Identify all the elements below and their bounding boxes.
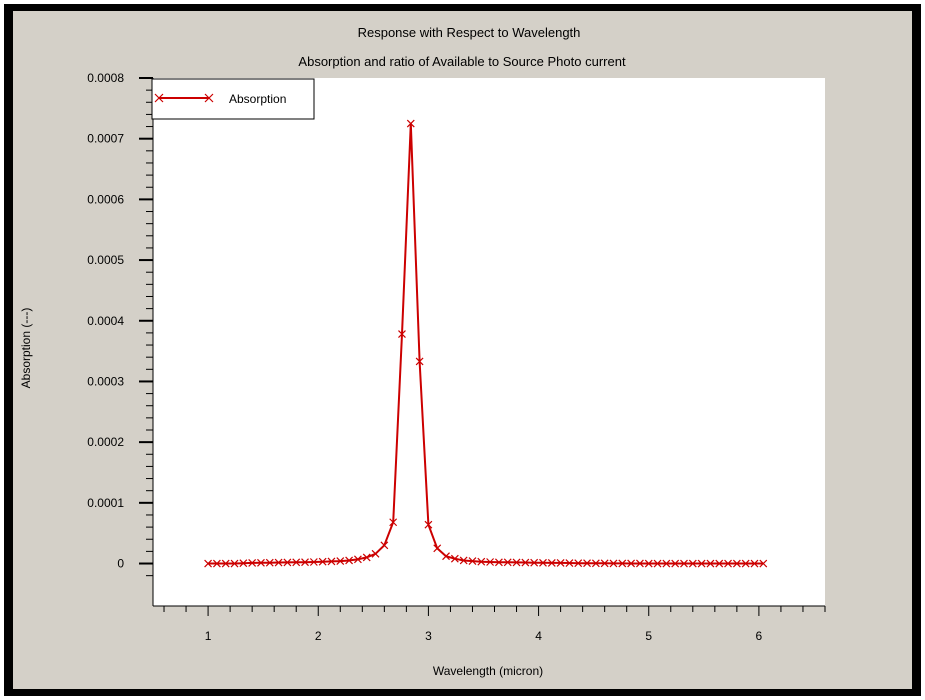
data-point <box>688 559 697 568</box>
x-tick-label: 5 <box>645 629 652 643</box>
data-point <box>547 558 556 567</box>
y-tick-label: 0.0008 <box>87 71 124 85</box>
data-point <box>530 558 539 567</box>
y-tick-label: 0 <box>117 557 124 571</box>
data-point <box>574 559 583 568</box>
data-point <box>433 544 442 553</box>
y-ticks: 0 0.0001 0.0002 0.0003 0.0004 0.0005 0.0006 0.0… <box>87 71 153 577</box>
data-point <box>741 559 750 568</box>
data-point <box>706 559 715 568</box>
legend-marker-right <box>204 93 214 103</box>
data-point <box>204 559 213 568</box>
y-tick-label: 0.0004 <box>87 314 124 328</box>
data-point <box>724 559 732 568</box>
data-point <box>583 559 591 568</box>
x-tick-label: 1 <box>205 629 212 643</box>
data-point <box>239 559 248 568</box>
data-point <box>309 558 318 566</box>
x-tick-label: 6 <box>756 629 763 643</box>
data-point <box>556 558 565 567</box>
plot-area <box>153 78 825 606</box>
data-point <box>591 559 600 568</box>
data-point <box>459 556 468 565</box>
data-point <box>512 558 521 567</box>
y-tick-label: 0.0007 <box>87 132 124 146</box>
data-point <box>600 559 609 568</box>
data-point <box>327 557 336 566</box>
data-point <box>636 559 644 568</box>
data-point <box>450 554 459 563</box>
chart-subtitle: Absorption and ratio of Available to Sou… <box>298 54 626 69</box>
series-absorption <box>204 119 768 568</box>
data-point <box>257 558 265 567</box>
data-point <box>415 357 424 366</box>
data-point <box>521 558 530 567</box>
y-tick-label: 0.0001 <box>87 496 124 510</box>
legend-label-absorption: Absorption <box>229 92 286 106</box>
data-point <box>212 559 221 568</box>
data-point <box>230 559 239 568</box>
data-point <box>644 559 653 568</box>
data-point <box>221 559 230 568</box>
data-point <box>750 559 759 568</box>
y-tick-label: 0.0005 <box>87 253 124 267</box>
data-point <box>618 559 627 568</box>
data-point <box>715 559 724 568</box>
y-axis-label: Absorption (---) <box>19 308 33 389</box>
data-point <box>442 552 450 561</box>
data-point <box>627 559 636 568</box>
data-point <box>353 555 362 564</box>
data-point <box>565 559 574 567</box>
y-tick-label: 0.0002 <box>87 435 124 449</box>
data-point <box>292 558 301 567</box>
y-tick-label: 0.0003 <box>87 374 124 388</box>
x-tick-label: 2 <box>315 629 322 643</box>
data-point <box>486 558 495 566</box>
data-point <box>609 559 618 568</box>
data-point <box>424 520 433 529</box>
data-point <box>477 557 486 566</box>
x-axis-label: Wavelength (micron) <box>433 664 543 678</box>
legend: Absorption <box>151 78 315 120</box>
data-point <box>732 559 741 568</box>
data-point <box>345 556 354 565</box>
series-line <box>208 123 764 565</box>
x-tick-label: 4 <box>535 629 542 643</box>
data-point <box>283 558 292 567</box>
chart-title: Response with Respect to Wavelength <box>358 25 581 40</box>
data-point <box>274 558 283 567</box>
data-point <box>680 559 688 568</box>
data-point <box>653 559 662 568</box>
data-point <box>671 559 680 568</box>
data-point <box>539 558 547 567</box>
data-point <box>248 558 257 567</box>
data-point <box>662 559 671 568</box>
data-point <box>336 557 345 566</box>
data-point <box>759 559 768 568</box>
legend-marker-left <box>154 93 164 103</box>
data-point <box>494 558 503 567</box>
data-point <box>318 557 327 566</box>
data-point <box>389 518 398 527</box>
data-point <box>301 558 309 567</box>
data-point <box>406 119 415 128</box>
data-point <box>362 553 371 562</box>
x-ticks: 1 2 3 4 5 6 <box>163 606 826 643</box>
data-point <box>468 557 477 566</box>
data-point <box>503 558 512 567</box>
x-tick-label: 3 <box>425 629 432 643</box>
y-tick-label: 0.0006 <box>87 192 124 206</box>
data-point <box>697 559 706 568</box>
data-point <box>371 549 380 558</box>
data-point <box>380 541 389 550</box>
data-point <box>398 330 406 339</box>
data-point <box>265 558 274 567</box>
